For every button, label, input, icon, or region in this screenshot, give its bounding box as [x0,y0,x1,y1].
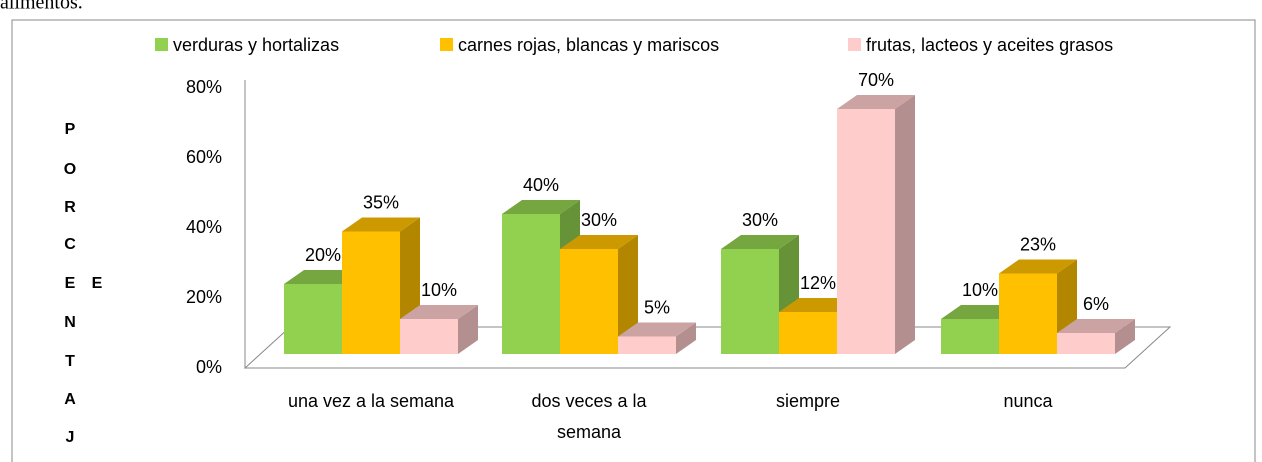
y-axis-title-letter: R [64,199,76,216]
y-axis-title-letter: P [65,121,76,138]
data-label: 10% [962,280,998,300]
y-tick-label: 80% [186,77,222,97]
bar [941,319,999,354]
y-axis-title-letter: N [64,314,76,331]
data-label: 40% [523,175,559,195]
y-tick-label: 60% [186,147,222,167]
legend-swatch [155,38,168,51]
y-axis-title-letter: T [65,353,75,370]
bar [999,273,1057,354]
data-label: 23% [1020,234,1056,254]
bar [560,249,618,354]
y-tick-label: 0% [196,357,222,377]
bar-top [560,235,638,249]
bar [837,109,895,354]
bar [779,312,837,354]
caption-fragment: alimentos. [0,0,83,14]
legend-label: carnes rojas, blancas y mariscos [458,35,719,55]
legend-label: verduras y hortalizas [173,35,339,55]
x-tick-label: dos veces a la semana [531,391,647,442]
data-label: 30% [742,210,778,230]
legend-swatch [848,38,861,51]
bar-top [342,217,420,232]
y-axis-title-letter: A [64,391,76,408]
bar-top [502,200,580,214]
bar-top [1057,319,1135,333]
data-label: 6% [1083,294,1109,314]
data-label: 30% [581,210,617,230]
bar [400,319,458,354]
bar [618,336,676,354]
chart-border [11,19,1256,462]
data-label: 70% [858,70,894,90]
bar [502,214,560,354]
bar-side [676,322,696,354]
x-tick-label: siempre [775,391,841,411]
y-axis-title-letter: E [92,275,103,292]
bar [284,284,342,354]
data-label: 35% [363,192,399,212]
legend-swatch [440,38,453,51]
floor [243,326,1172,369]
bar [342,231,400,354]
data-label: 5% [644,297,670,317]
bar-top [400,305,478,319]
data-label: 10% [421,280,457,300]
bar-top [837,95,915,109]
y-tick-label: 20% [186,287,222,307]
bar-top [999,259,1077,274]
bar [1057,333,1115,354]
y-axis-title-letter: J [66,429,75,446]
bar-side [618,235,638,354]
bar-top [721,235,799,249]
y-axis-title-letter: C [64,236,76,253]
data-label: 12% [800,273,836,293]
bar [721,249,779,354]
data-label: 20% [305,245,341,265]
y-axis-title-letter: E [65,275,76,292]
legend-label: frutas, lacteos y aceites grasos [866,35,1113,55]
y-axis-title-letter: O [64,161,76,178]
y-tick-label: 40% [186,217,222,237]
x-tick-label: una vez a la semana [287,391,455,411]
bar-top [618,322,696,337]
bar-side [1115,319,1135,354]
x-tick-label: nunca [1003,391,1053,411]
bar-side [458,305,478,354]
bar-side [895,95,915,354]
